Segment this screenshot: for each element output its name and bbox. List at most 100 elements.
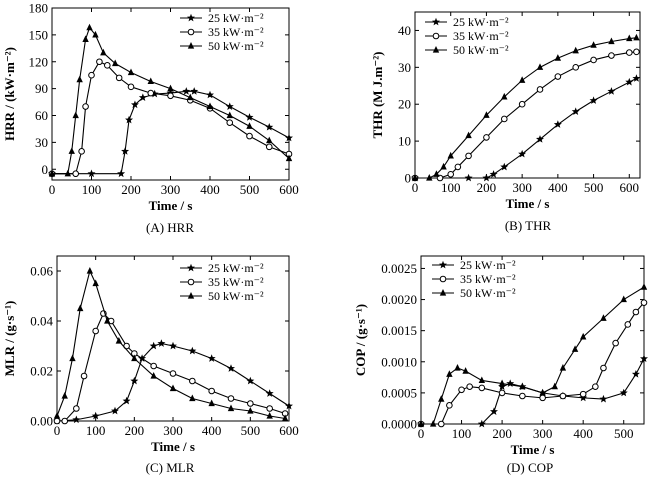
data-point	[462, 367, 469, 374]
y-tick-label: 0.0000	[381, 417, 417, 432]
data-point	[188, 346, 197, 355]
x-axis-label: Time / s	[149, 198, 193, 213]
panel-caption: (A) HRR	[146, 220, 194, 235]
data-point	[437, 420, 445, 428]
series-3	[417, 283, 648, 427]
data-point	[72, 415, 81, 424]
legend-marker	[187, 263, 195, 272]
series-2	[411, 48, 640, 182]
data-point	[265, 389, 274, 397]
data-point	[589, 96, 598, 104]
y-tick-label: 0.04	[30, 314, 53, 329]
data-point	[482, 173, 491, 182]
x-tick-label: 100	[86, 423, 106, 438]
data-point	[227, 395, 235, 402]
data-point	[208, 387, 215, 395]
data-point	[167, 84, 174, 92]
data-point	[112, 59, 119, 67]
series-line	[421, 358, 645, 425]
data-point	[518, 149, 527, 158]
data-point	[100, 48, 107, 56]
x-tick-label: 400	[573, 426, 593, 441]
y-axis-label: COP / (g·s⁻¹)	[353, 304, 368, 376]
legend-entry: 25 kW·m⁻²	[208, 11, 264, 25]
legend-entry: 25 kW·m⁻²	[460, 258, 516, 272]
y-tick-label: 0.0025	[381, 261, 417, 276]
data-point	[489, 170, 498, 178]
series-2	[48, 58, 293, 178]
data-point	[571, 107, 580, 115]
x-axis-label: Time / s	[151, 439, 195, 454]
data-point	[92, 327, 99, 335]
data-point	[571, 345, 579, 352]
data-point	[266, 136, 273, 144]
data-point	[447, 171, 455, 178]
legend: 25 kW·m⁻²35 kW·m⁻²50 kW·m⁻²	[180, 261, 264, 303]
x-tick-label: 0	[418, 426, 425, 441]
data-point	[626, 34, 633, 42]
panel-mlr: 0 100 200 300 400 500 600 0.00 0.02 0.04 0.06 Time …	[2, 255, 299, 475]
y-axis-label: MLR / (g·s⁻¹)	[2, 301, 17, 377]
y-tick-label: 180	[29, 1, 49, 16]
x-tick-label: 300	[512, 180, 532, 195]
data-point	[61, 417, 69, 425]
data-point	[245, 113, 254, 121]
x-tick-label: 0	[412, 180, 419, 195]
data-point	[285, 133, 293, 142]
legend-marker	[432, 46, 440, 53]
x-tick-label: 500	[240, 182, 260, 197]
x-tick-label: 0	[49, 182, 56, 197]
x-tick-label: 300	[161, 182, 181, 197]
data-point	[122, 396, 131, 405]
data-point	[466, 383, 473, 390]
data-point	[92, 279, 99, 287]
x-tick-label: 600	[279, 423, 299, 438]
x-tick-label: 0	[54, 423, 61, 438]
data-point	[104, 62, 111, 69]
data-point	[115, 74, 123, 82]
data-point	[640, 283, 648, 290]
y-tick-label: 0.0010	[381, 354, 417, 369]
data-point	[559, 392, 567, 400]
data-point	[612, 339, 619, 347]
data-point	[127, 83, 135, 91]
data-point	[266, 412, 273, 419]
panel-caption: (B) THR	[505, 218, 552, 233]
data-point	[189, 394, 196, 402]
legend-entry: 50 kW·m⁻²	[460, 286, 516, 300]
series-line	[52, 90, 290, 175]
data-point	[48, 169, 56, 177]
data-point	[77, 304, 84, 312]
legend-entry: 50 kW·m⁻²	[208, 39, 264, 53]
legend-marker	[187, 292, 195, 299]
legend-entry: 35 kW·m⁻²	[453, 29, 509, 43]
legend-marker	[187, 13, 195, 22]
data-point	[539, 394, 546, 402]
x-tick-label: 300	[533, 426, 553, 441]
y-tick-label: 90	[35, 81, 48, 96]
data-point	[572, 64, 580, 71]
legend-entry: 35 kW·m⁻²	[460, 272, 516, 286]
legend: 25 kW·m⁻²35 kW·m⁻²50 kW·m⁻²	[180, 11, 264, 53]
y-tick-label: 0.00	[30, 414, 53, 429]
legend-marker	[439, 289, 447, 296]
data-point	[73, 405, 80, 412]
y-tick-label: 10	[398, 134, 411, 149]
x-tick-label: 500	[241, 423, 261, 438]
data-point	[206, 102, 214, 110]
data-point	[579, 393, 588, 402]
data-point	[631, 370, 640, 378]
legend-marker	[187, 42, 195, 49]
data-point	[536, 63, 544, 70]
legend-marker	[439, 260, 447, 269]
data-point	[633, 33, 640, 41]
data-point	[489, 407, 498, 415]
data-point	[246, 132, 253, 140]
data-point	[86, 267, 94, 274]
series-line	[415, 37, 637, 179]
data-point	[600, 364, 607, 372]
data-point	[92, 30, 99, 38]
y-tick-label: 20	[398, 97, 411, 112]
data-point	[599, 394, 608, 403]
